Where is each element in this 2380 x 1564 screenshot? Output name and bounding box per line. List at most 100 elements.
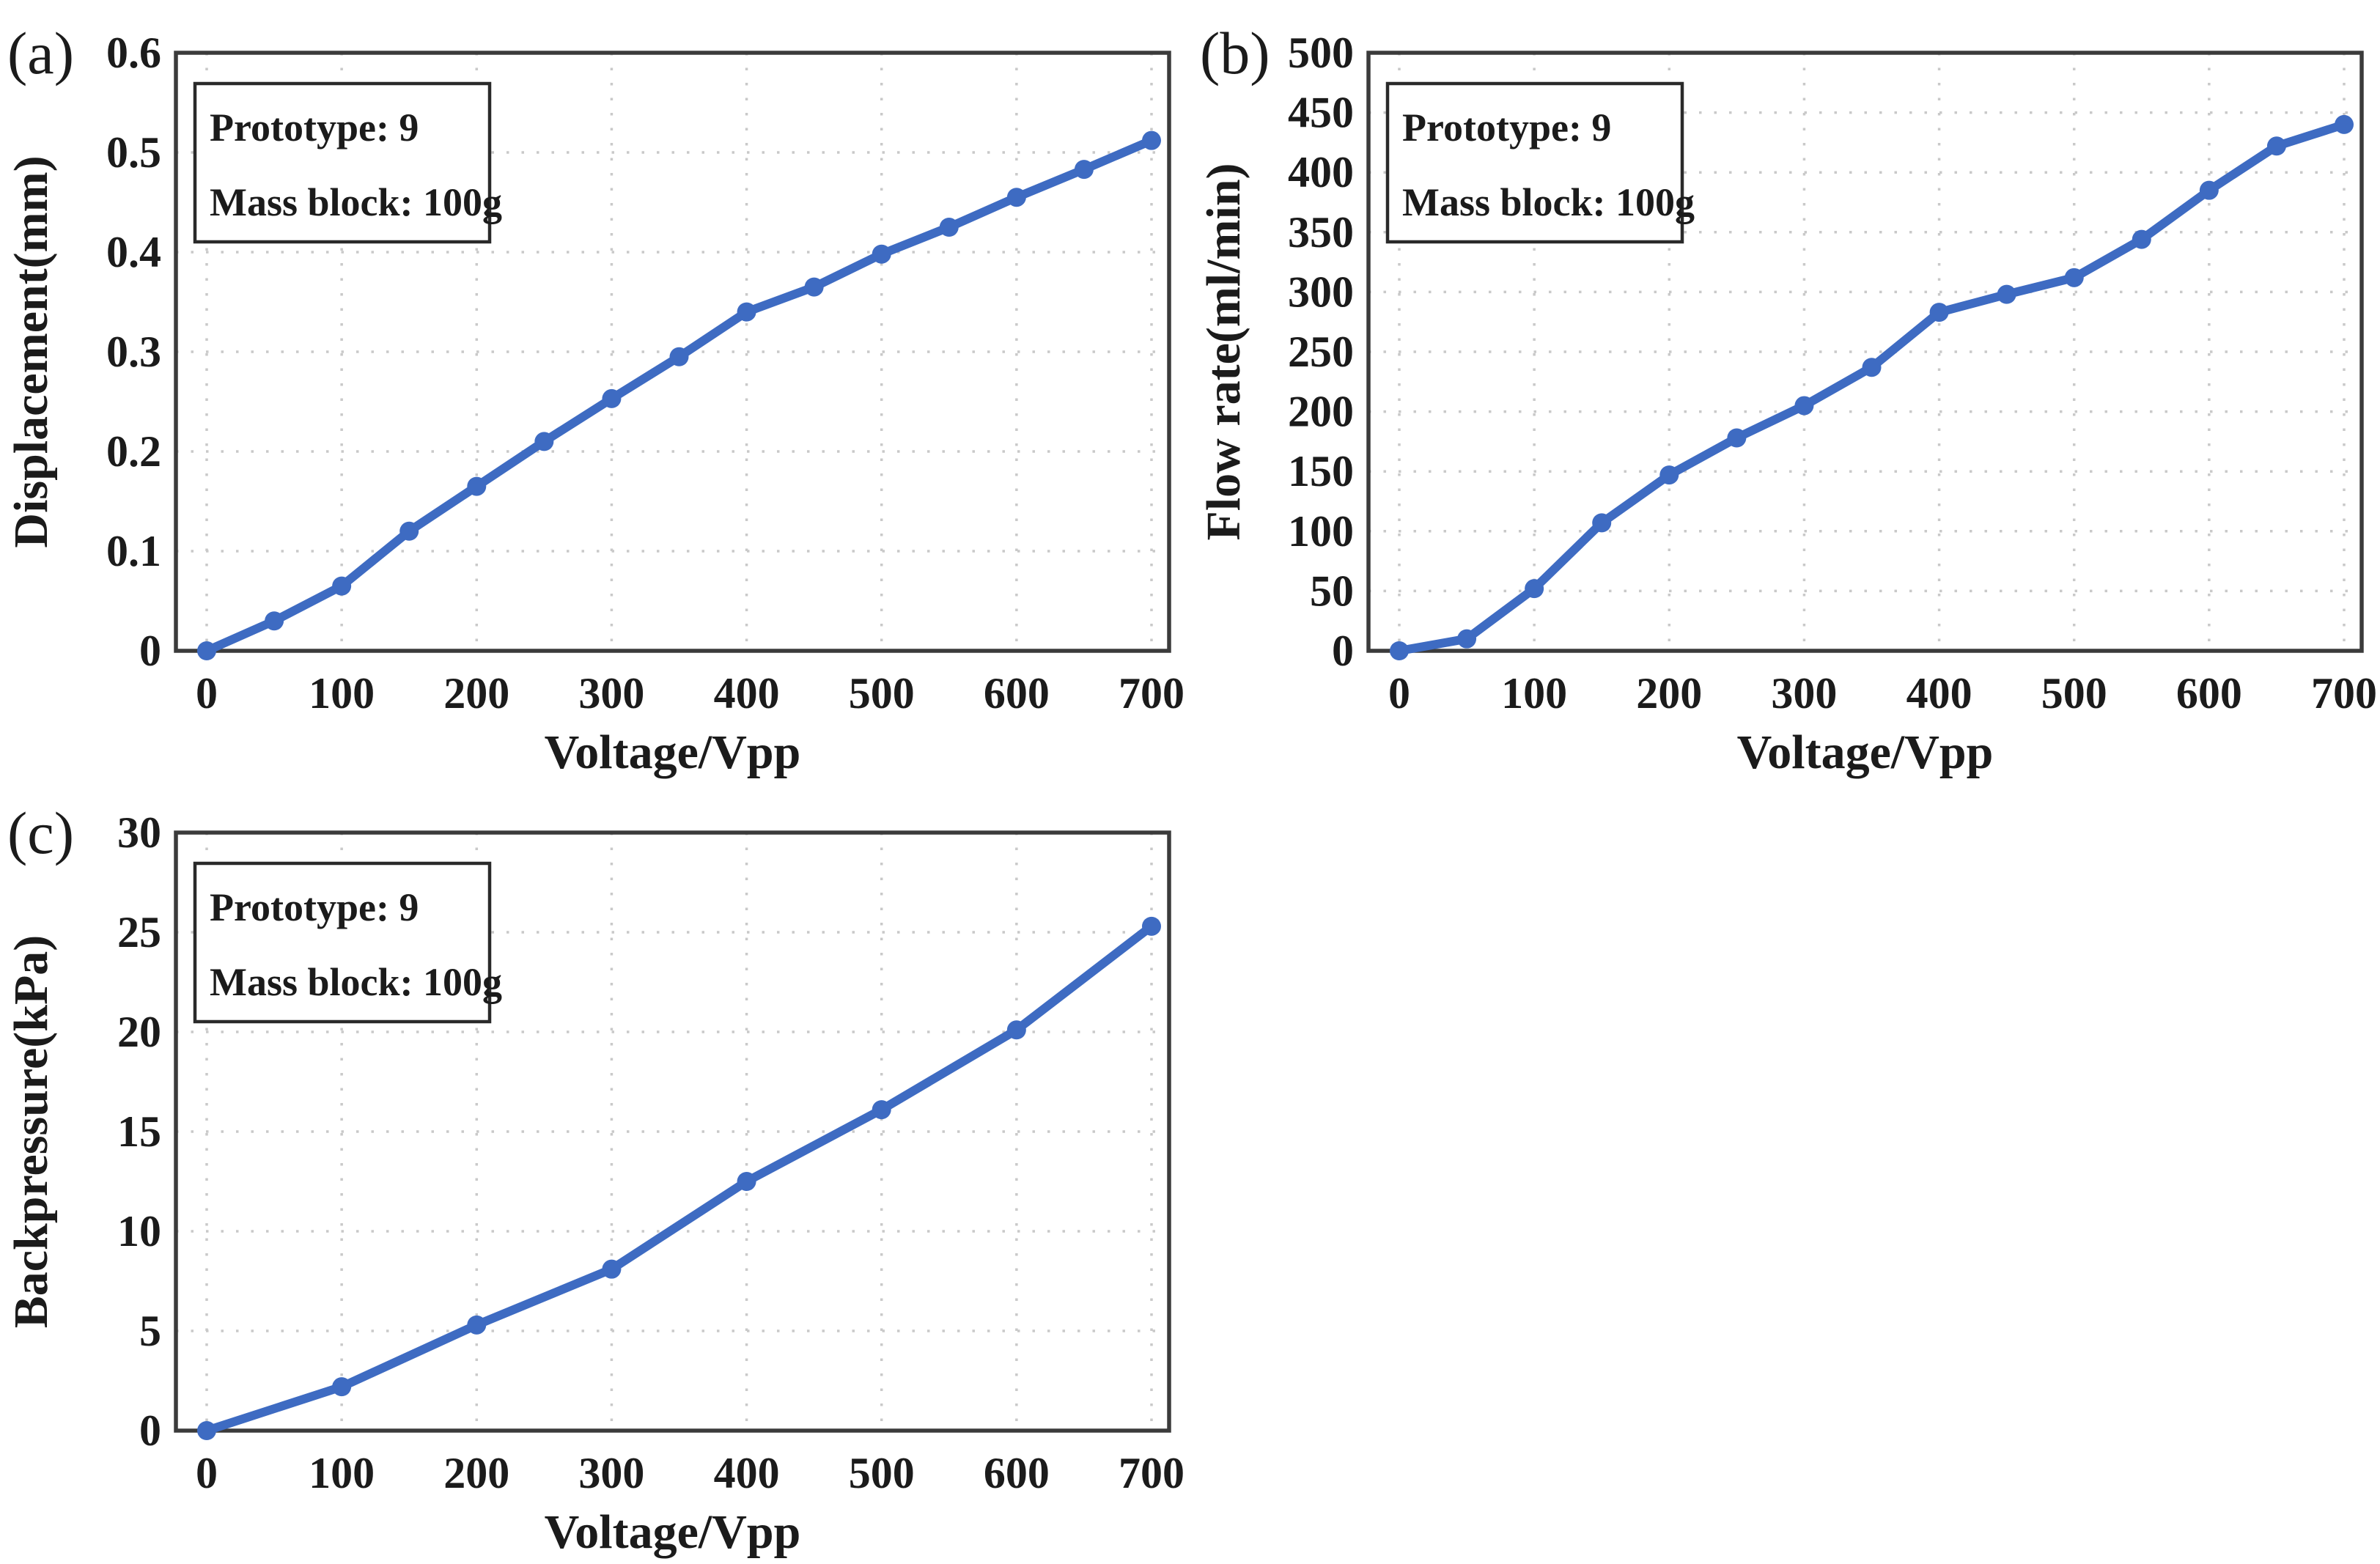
data-point xyxy=(2335,114,2354,134)
annotation-line-1: Prototype: 9 xyxy=(210,106,419,150)
y-tick-label: 350 xyxy=(1288,208,1354,257)
data-point xyxy=(1457,629,1477,649)
y-tick-label: 500 xyxy=(1288,29,1354,77)
x-tick-label: 100 xyxy=(309,669,375,718)
annotation-box xyxy=(1385,81,1684,244)
annotation-line-1: Prototype: 9 xyxy=(1402,106,1611,150)
data-point xyxy=(1525,579,1544,599)
data-point xyxy=(1727,428,1747,448)
data-point xyxy=(197,1421,216,1440)
x-tick-label: 400 xyxy=(714,669,780,718)
annotation-box xyxy=(193,861,492,1024)
x-tick-label: 700 xyxy=(2311,669,2377,718)
x-tick-label: 600 xyxy=(984,669,1050,718)
plot-border xyxy=(174,51,1171,653)
data-point xyxy=(1794,396,1814,416)
data-points xyxy=(197,130,1161,660)
y-tick-label: 15 xyxy=(117,1107,161,1156)
data-point xyxy=(2064,268,2084,287)
y-tick-label: 0.4 xyxy=(106,228,161,276)
data-point xyxy=(1390,641,1409,660)
data-point xyxy=(467,476,487,496)
y-tick-label: 0.5 xyxy=(106,128,161,177)
data-point xyxy=(1074,160,1094,180)
data-point xyxy=(939,218,959,237)
data-point xyxy=(332,576,352,596)
data-point xyxy=(1997,284,2016,304)
data-point xyxy=(1142,916,1161,936)
data-point xyxy=(467,1315,487,1335)
x-tick-label: 300 xyxy=(578,669,644,718)
y-tick-label: 250 xyxy=(1288,328,1354,376)
data-point xyxy=(534,432,554,451)
y-tick-label: 0 xyxy=(139,627,161,675)
annotation-line-2: Mass block: 100g xyxy=(210,960,502,1004)
x-tick-label: 300 xyxy=(1771,669,1837,718)
x-tick-label: 700 xyxy=(1119,1449,1185,1497)
plot-border xyxy=(1366,51,2364,653)
x-tick-label: 500 xyxy=(849,1449,915,1497)
y-tick-label: 0 xyxy=(139,1406,161,1455)
chart-panel-a: 0 0.1 0.2 0.3 0.4 0.5 0.6 0 100 200 300 400 500 600 70… xyxy=(0,0,1187,784)
x-tick-label: 100 xyxy=(309,1449,375,1497)
y-tick-label: 10 xyxy=(117,1207,161,1255)
y-tick-label: 400 xyxy=(1288,148,1354,196)
data-point xyxy=(1006,1020,1026,1040)
x-axis-title: Voltage/Vpp xyxy=(545,726,801,779)
chart-a-svg: 0 0.1 0.2 0.3 0.4 0.5 0.6 0 100 200 300 400 500 600 70… xyxy=(4,20,1185,779)
x-tick-label: 200 xyxy=(443,669,509,718)
y-tick-label: 150 xyxy=(1288,447,1354,495)
x-tick-label: 500 xyxy=(2041,669,2107,718)
y-tick-label: 25 xyxy=(117,908,161,956)
y-tick-label: 0 xyxy=(1332,627,1354,675)
data-point xyxy=(332,1377,352,1397)
x-tick-label: 300 xyxy=(578,1449,644,1497)
annotation-line-1: Prototype: 9 xyxy=(210,885,419,929)
x-tick-label: 700 xyxy=(1119,669,1185,718)
data-point xyxy=(669,347,689,366)
data-point xyxy=(1862,358,1882,377)
y-tick-label: 0.3 xyxy=(106,328,161,376)
x-tick-label: 200 xyxy=(1636,669,1702,718)
data-point xyxy=(1006,188,1026,207)
data-point xyxy=(602,388,622,408)
data-point xyxy=(737,302,756,322)
data-point xyxy=(602,1259,622,1279)
data-point xyxy=(2199,180,2219,200)
y-tick-label: 5 xyxy=(139,1307,161,1355)
panel-label: (c) xyxy=(7,800,74,866)
panel-label: (b) xyxy=(1200,20,1270,86)
annotation-line-2: Mass block: 100g xyxy=(1402,180,1695,224)
x-axis-title: Voltage/Vpp xyxy=(1737,726,1994,779)
x-tick-label: 600 xyxy=(984,1449,1050,1497)
y-tick-label: 100 xyxy=(1288,507,1354,556)
y-tick-label: 0.2 xyxy=(106,427,161,476)
y-tick-label: 20 xyxy=(117,1008,161,1056)
chart-b-svg: 0 50 100 150 200 250 300 350 400 450 500 0 100 200 300… xyxy=(1197,20,2377,779)
data-point xyxy=(1592,513,1612,533)
y-tick-label: 0.6 xyxy=(106,29,161,77)
annotation-box xyxy=(193,81,492,244)
x-tick-label: 600 xyxy=(2176,669,2242,718)
y-tick-label: 200 xyxy=(1288,388,1354,436)
data-points xyxy=(197,916,1161,1440)
y-tick-label: 300 xyxy=(1288,268,1354,316)
chart-panel-c: 0 5 10 15 20 25 30 0 100 200 300 400 500 600 700 Voltag… xyxy=(0,780,1187,1564)
panel-label: (a) xyxy=(7,20,74,86)
x-tick-label: 200 xyxy=(443,1449,509,1497)
x-tick-label: 400 xyxy=(714,1449,780,1497)
data-point xyxy=(2266,136,2286,156)
data-line xyxy=(202,921,1156,1435)
y-axis-title: Backpressure(kPa) xyxy=(4,935,58,1329)
x-tick-label: 0 xyxy=(1388,669,1410,718)
data-point xyxy=(872,244,891,264)
data-point xyxy=(1929,303,1949,322)
data-points xyxy=(1390,114,2354,660)
x-tick-label: 0 xyxy=(196,1449,218,1497)
x-tick-label: 100 xyxy=(1501,669,1567,718)
data-point xyxy=(804,277,824,297)
y-tick-label: 30 xyxy=(117,808,161,857)
data-point xyxy=(872,1100,891,1120)
